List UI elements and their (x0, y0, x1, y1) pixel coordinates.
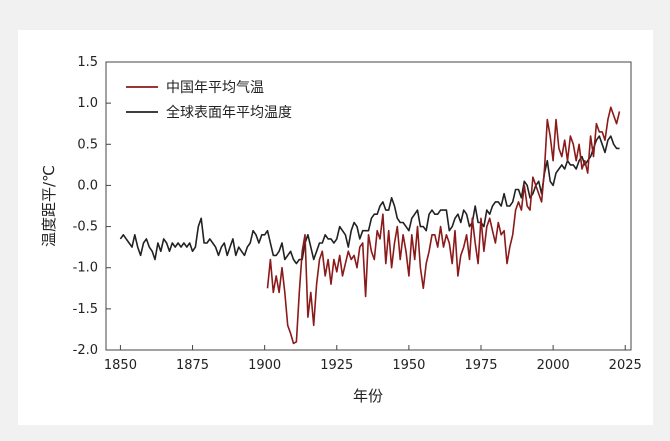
x-tick-label: 2025 (609, 358, 642, 373)
x-tick-label: 1850 (104, 358, 137, 373)
y-tick-label: 0.0 (77, 178, 98, 193)
series-group (119, 106, 621, 345)
plot-frame (105, 61, 632, 351)
y-tick-label: -1.0 (73, 261, 98, 276)
y-tick-label: -2.0 (73, 343, 98, 358)
temperature-anomaly-chart: 1850 1875 1900 1925 1950 1975 2000 2025 -2.0 -1.5… (40, 55, 642, 405)
y-tick-label: -0.5 (73, 220, 98, 235)
y-tick-label: -1.5 (73, 302, 98, 317)
figure-card: 1850 1875 1900 1925 1950 1975 2000 2025 -2.0 -1.5… (18, 30, 653, 425)
x-tick-label: 1900 (248, 358, 281, 373)
legend-label: 全球表面年平均温度 (166, 104, 292, 121)
x-tick-label: 1950 (392, 358, 425, 373)
y-axis-title: 温度距平/℃ (40, 165, 58, 247)
x-axis-title: 年份 (353, 387, 383, 405)
y-tick-label: 1.5 (77, 55, 98, 70)
y-tick-label: 0.5 (77, 137, 98, 152)
x-tick-label: 1925 (320, 358, 353, 373)
y-tick-label: 1.0 (77, 96, 98, 111)
legend-label: 中国年平均气温 (166, 80, 264, 96)
x-tick-label: 1875 (176, 358, 209, 373)
x-tick-label: 1975 (464, 358, 497, 373)
x-tick-label: 2000 (537, 358, 570, 373)
series-line-china (266, 106, 621, 345)
axis-ticks: 1850 1875 1900 1925 1950 1975 2000 2025 -2.0 -1.5… (73, 55, 642, 373)
